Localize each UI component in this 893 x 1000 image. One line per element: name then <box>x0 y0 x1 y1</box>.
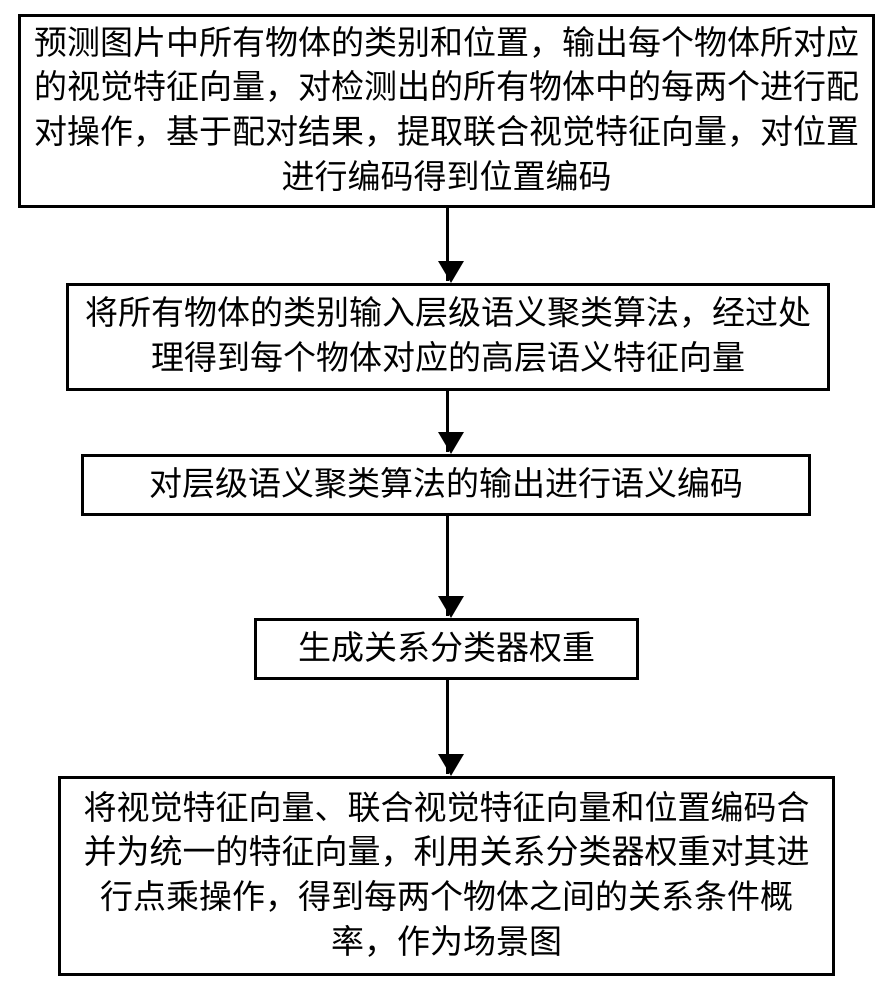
flow-node-4-text: 生成关系分类器权重 <box>298 627 595 672</box>
flow-node-2-text: 将所有物体的类别输入层级语义聚类算法，经过处理得到每个物体对应的高层语义特征向量 <box>79 292 817 381</box>
flow-node-1-text: 预测图片中所有物体的类别和位置，输出每个物体所对应的视觉特征向量，对检测出的所有… <box>31 22 862 200</box>
flow-node-5: 将视觉特征向量、联合视觉特征向量和位置编码合并为统一的特征向量，利用关系分类器权… <box>58 776 835 976</box>
flow-node-5-text: 将视觉特征向量、联合视觉特征向量和位置编码合并为统一的特征向量，利用关系分类器权… <box>71 787 822 965</box>
flow-node-3-text: 对层级语义聚类算法的输出进行语义编码 <box>149 463 743 508</box>
flow-node-1: 预测图片中所有物体的类别和位置，输出每个物体所对应的视觉特征向量，对检测出的所有… <box>18 14 875 208</box>
flow-arrow-4-5 <box>446 680 449 774</box>
flowchart-canvas: 预测图片中所有物体的类别和位置，输出每个物体所对应的视觉特征向量，对检测出的所有… <box>0 0 893 1000</box>
flow-node-4: 生成关系分类器权重 <box>254 618 639 680</box>
flow-arrow-2-3 <box>446 391 449 452</box>
flow-arrow-1-2 <box>446 208 449 281</box>
flow-node-2: 将所有物体的类别输入层级语义聚类算法，经过处理得到每个物体对应的高层语义特征向量 <box>66 283 830 391</box>
flow-node-3: 对层级语义聚类算法的输出进行语义编码 <box>81 454 811 516</box>
flow-arrow-3-4 <box>446 516 449 616</box>
